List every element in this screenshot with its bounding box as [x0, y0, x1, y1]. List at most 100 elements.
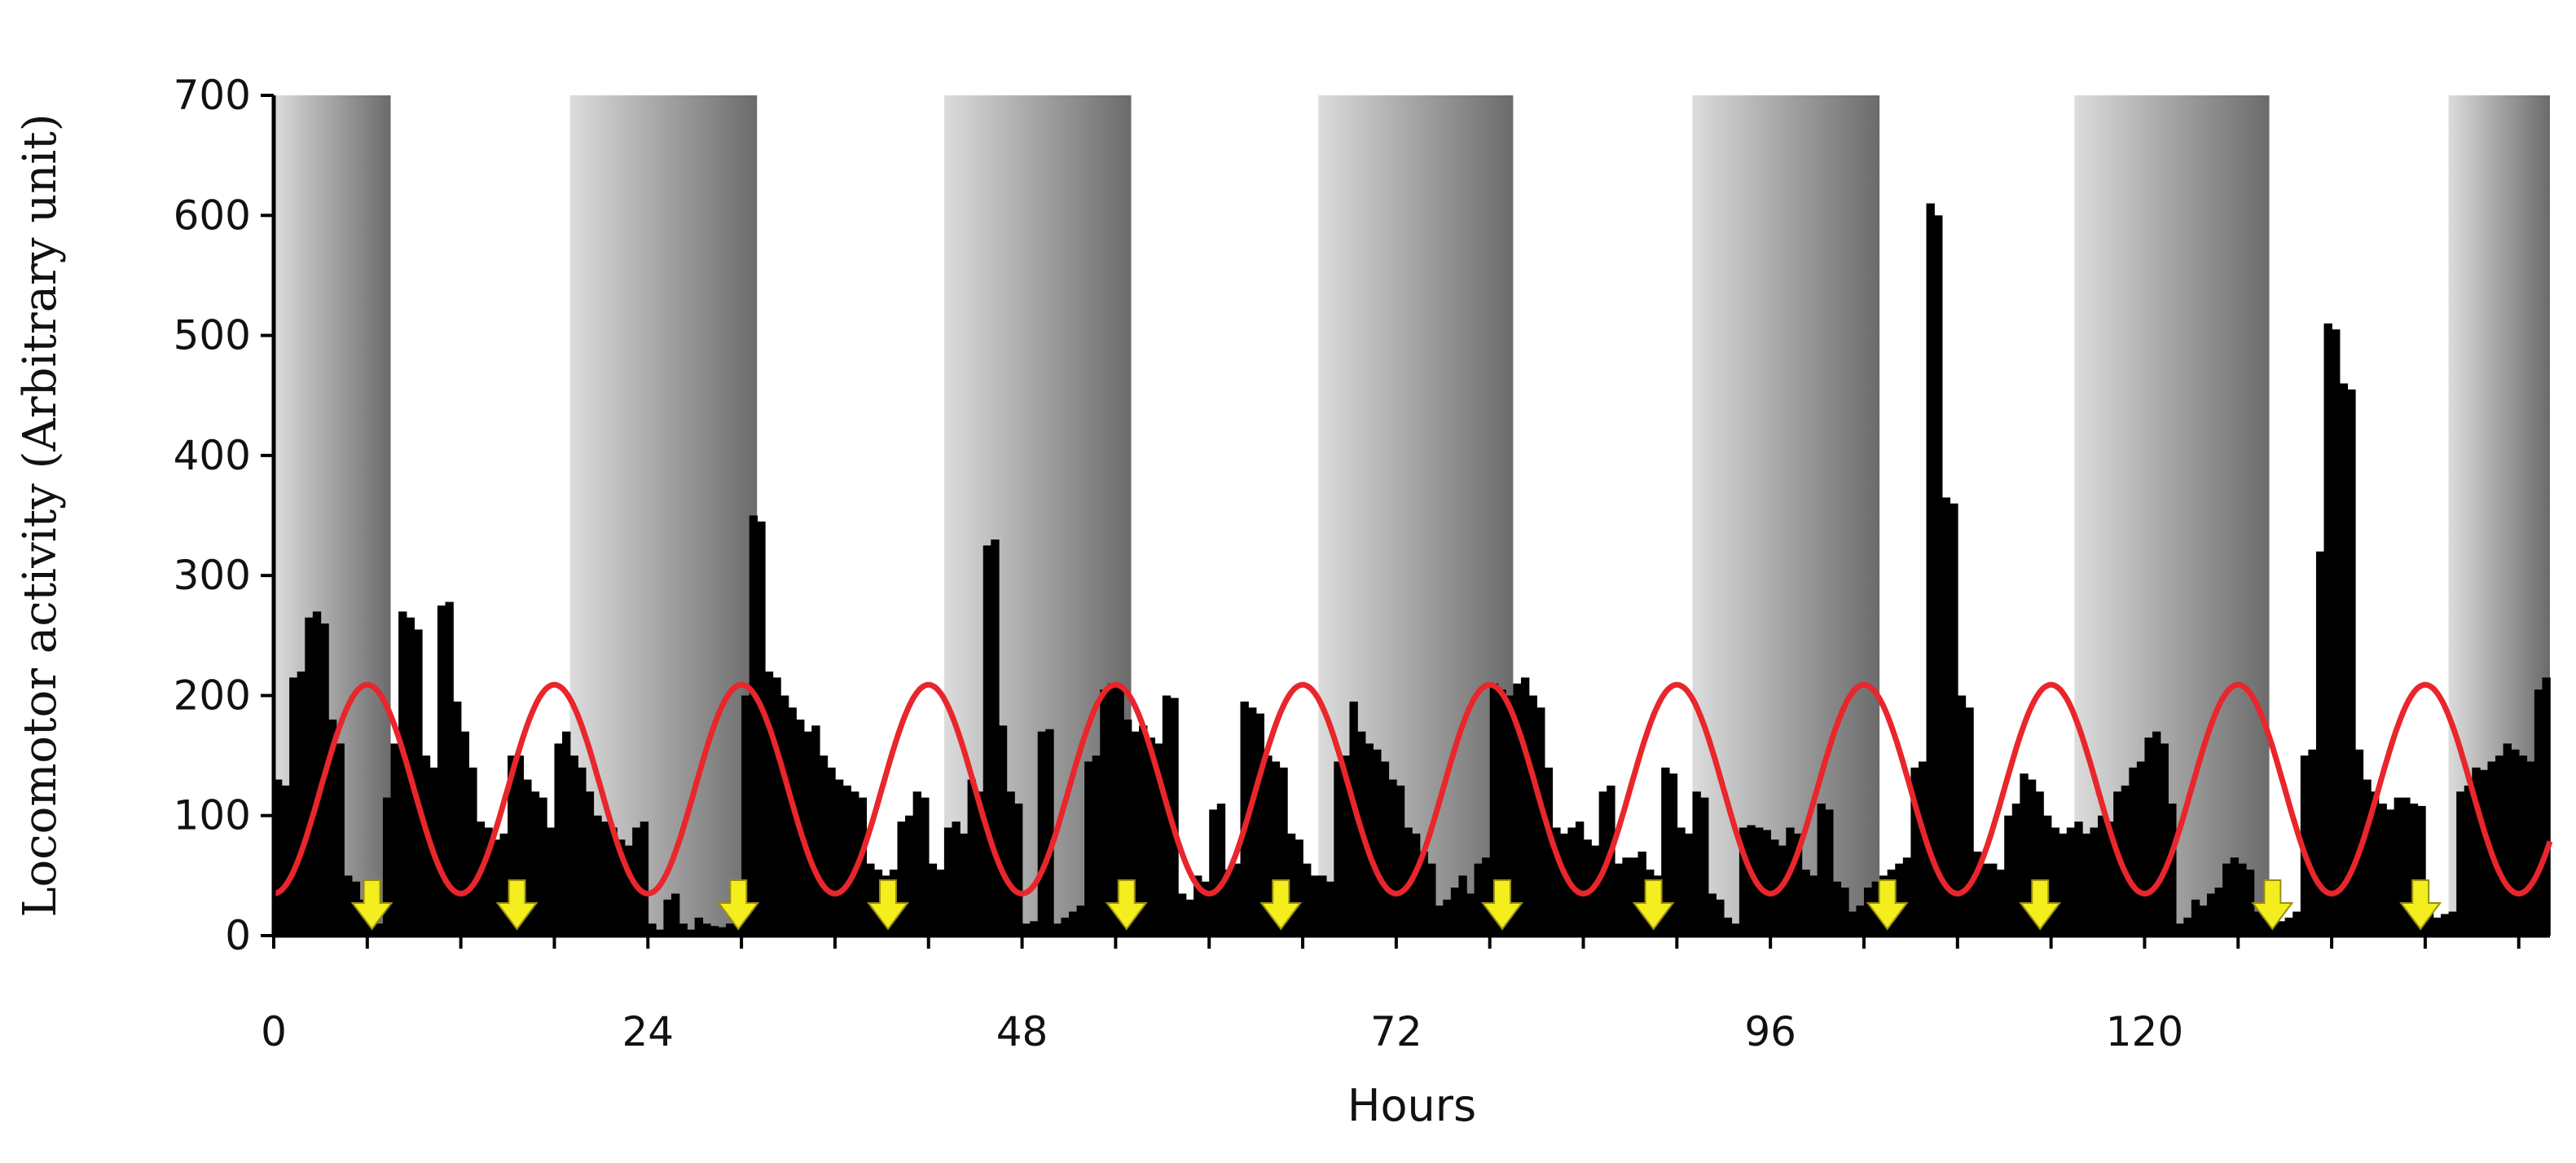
- activity-bar: [1661, 767, 1670, 936]
- activity-bar: [1396, 785, 1405, 936]
- activity-bar: [1092, 756, 1101, 936]
- activity-bar: [788, 707, 797, 936]
- activity-bar: [445, 601, 454, 936]
- activity-bar: [991, 539, 1000, 936]
- activity-bar: [2323, 323, 2332, 936]
- activity-bar: [2433, 917, 2442, 936]
- arrow-marker: [866, 879, 909, 931]
- activity-bar: [546, 827, 556, 936]
- activity-bar: [780, 695, 789, 936]
- activity-bar: [2284, 917, 2294, 936]
- activity-bar: [1177, 893, 1187, 936]
- activity-bar: [1053, 923, 1062, 936]
- activity-bar: [2464, 785, 2473, 936]
- x-tick-label: 0: [261, 1008, 287, 1055]
- activity-bar: [2315, 551, 2325, 936]
- y-tick-label: 0: [225, 912, 251, 959]
- arrow-markers: [350, 879, 2442, 931]
- activity-bar: [663, 899, 672, 936]
- activity-bar: [1739, 827, 1748, 936]
- activity-bar: [1840, 888, 1849, 936]
- activity-bar: [1965, 707, 1974, 936]
- activity-bars: [274, 203, 2551, 936]
- activity-bar: [834, 779, 844, 936]
- activity-bar: [1450, 888, 1460, 936]
- activity-bar: [1061, 917, 1070, 936]
- activity-bar: [2424, 911, 2434, 936]
- activity-bar: [1084, 761, 1093, 936]
- activity-bar: [1614, 863, 1624, 936]
- activity-bar: [2354, 749, 2364, 936]
- activity-bar: [1115, 685, 1124, 936]
- activity-bar: [1458, 875, 1467, 936]
- activity-bar: [1006, 791, 1015, 936]
- activity-bar: [912, 791, 921, 936]
- activity-bar: [648, 923, 657, 936]
- activity-bar: [819, 756, 829, 936]
- activity-bar: [1934, 215, 1943, 936]
- activity-bar: [1575, 822, 1585, 936]
- activity-bar: [1497, 689, 1506, 936]
- activity-bar: [1014, 803, 1023, 936]
- activity-bar: [617, 839, 626, 936]
- activity-bar: [1700, 797, 1709, 936]
- activity-bar: [741, 695, 750, 936]
- activity-bar: [2113, 791, 2122, 936]
- x-tick-label: 120: [2106, 1008, 2183, 1055]
- activity-bar: [2347, 389, 2356, 936]
- x-tick-label: 48: [996, 1008, 1048, 1055]
- activity-bar: [851, 791, 859, 936]
- arrow-marker: [1480, 879, 1523, 931]
- activity-bar: [2417, 805, 2426, 936]
- activity-bar: [2495, 756, 2504, 936]
- activity-bar: [1622, 857, 1631, 936]
- activity-bar: [1380, 761, 1390, 936]
- activity-bar: [827, 767, 836, 936]
- activity-bar: [1536, 707, 1545, 936]
- activity-bar: [1957, 695, 1967, 936]
- activity-bar: [858, 797, 868, 936]
- activity-bar: [1910, 767, 1919, 936]
- activity-bar: [289, 677, 298, 936]
- activity-bar: [655, 929, 665, 936]
- activity-bar: [460, 731, 470, 936]
- activity-bar: [2090, 827, 2099, 936]
- arrow-marker: [717, 879, 760, 931]
- activity-bar: [2363, 779, 2372, 936]
- activity-bar: [312, 611, 322, 936]
- activity-bar: [679, 923, 688, 936]
- activity-bar: [1271, 761, 1281, 936]
- y-tick-label: 700: [174, 72, 251, 119]
- activity-bar: [562, 731, 571, 936]
- activity-bar: [1731, 923, 1740, 936]
- activity-bar: [390, 743, 399, 936]
- activity-bar: [2518, 756, 2528, 936]
- activity-bar: [1334, 761, 1343, 936]
- activity-bar: [2269, 923, 2278, 936]
- activity-bar: [2542, 677, 2551, 936]
- activity-bar: [757, 521, 766, 936]
- activity-bar: [421, 756, 431, 936]
- activity-bar: [1809, 875, 1818, 936]
- activity-bar: [1723, 917, 1733, 936]
- x-tick-label: 24: [622, 1008, 674, 1055]
- activity-bar: [1505, 695, 1514, 936]
- activity-bar: [1232, 863, 1242, 936]
- activity-bar: [2230, 857, 2240, 936]
- activity-bar: [2191, 899, 2200, 936]
- activity-bar: [2098, 815, 2107, 936]
- dark-period-band: [2074, 95, 2270, 936]
- activity-bar: [375, 923, 384, 936]
- activity-bar: [2168, 803, 2177, 936]
- activity-bar: [1022, 923, 1031, 936]
- activity-bar: [2222, 863, 2231, 936]
- activity-bar: [1941, 497, 1951, 936]
- activity-bar: [905, 815, 914, 936]
- activity-bar: [928, 863, 938, 936]
- activity-bar: [585, 791, 595, 936]
- activity-bar: [2074, 822, 2083, 936]
- arrow-marker: [2019, 879, 2062, 931]
- activity-bar: [2020, 773, 2029, 936]
- activity-bar: [398, 611, 407, 936]
- activity-bar: [1412, 833, 1421, 936]
